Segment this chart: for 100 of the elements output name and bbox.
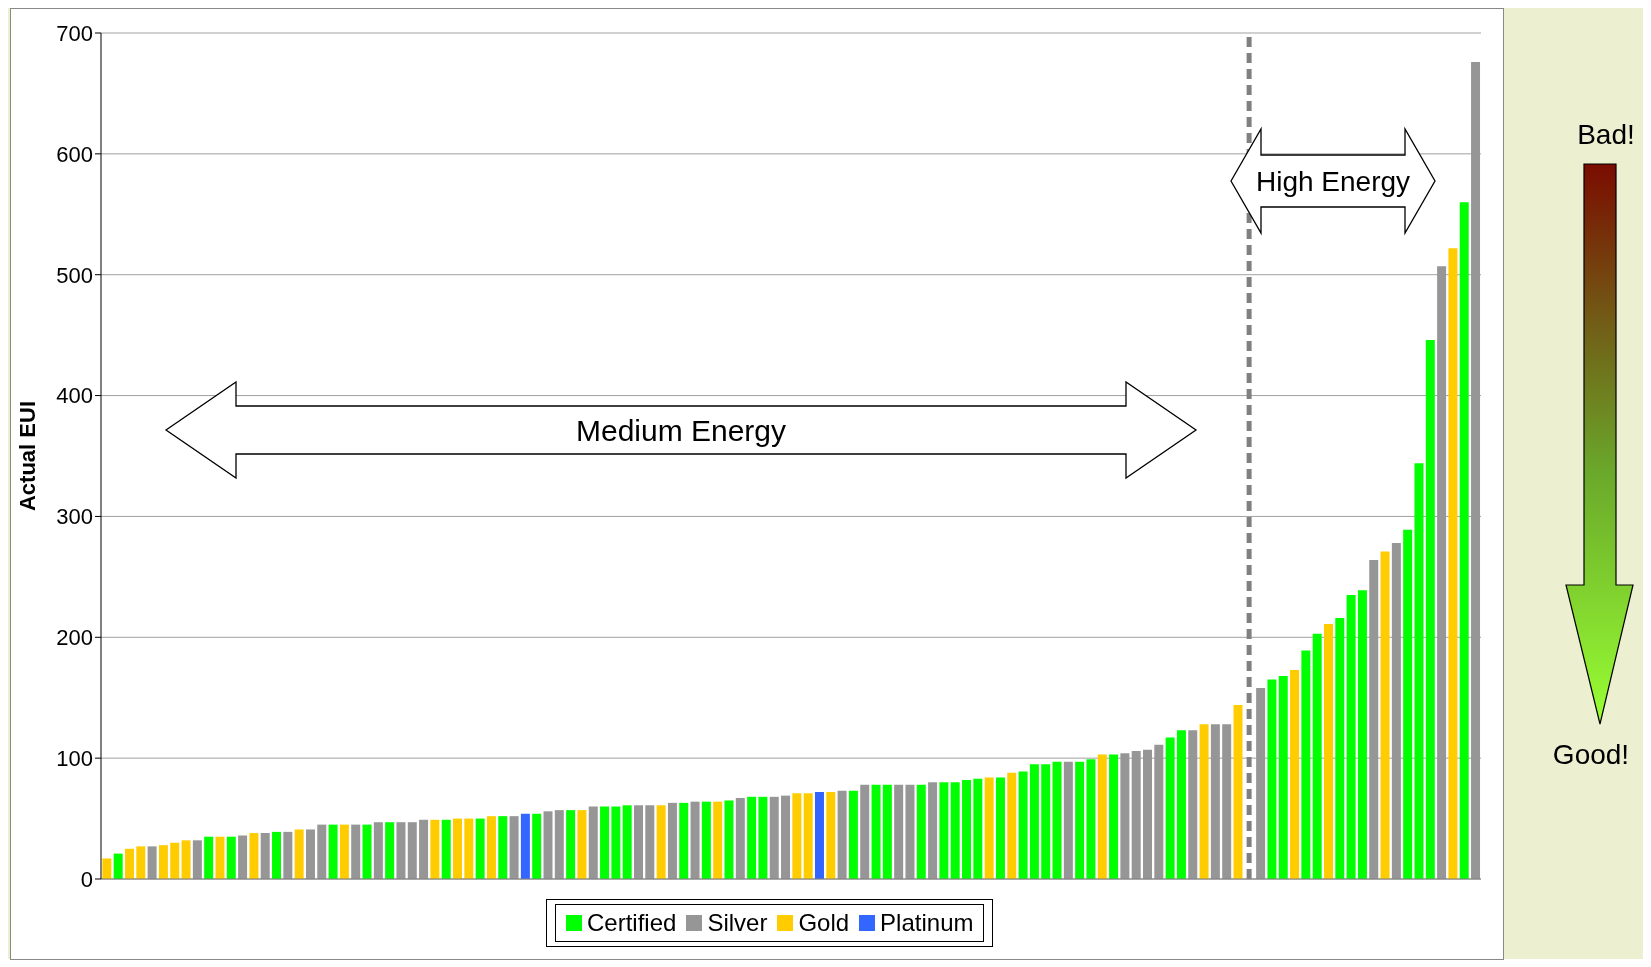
bar <box>305 829 315 879</box>
bar <box>984 777 994 879</box>
y-tick-label: 400 <box>56 383 93 409</box>
bar <box>928 782 938 879</box>
bar <box>747 796 757 879</box>
y-tick-label: 200 <box>56 625 93 651</box>
bar <box>1018 771 1028 879</box>
bar <box>848 790 858 879</box>
annotation: High Energy <box>1255 166 1411 197</box>
y-axis-title: Actual EUI <box>14 400 40 512</box>
bar <box>1041 764 1051 879</box>
bar <box>758 796 768 879</box>
bar <box>498 816 508 879</box>
bar <box>475 818 485 879</box>
bar <box>1063 761 1073 879</box>
bar <box>215 836 225 879</box>
bar <box>396 822 406 879</box>
bar <box>419 819 429 879</box>
bar <box>453 818 463 879</box>
legend-label: Platinum <box>880 909 974 937</box>
bar <box>973 778 983 879</box>
bar <box>962 779 972 879</box>
bar <box>283 831 293 879</box>
bar <box>1086 759 1096 879</box>
bar <box>1324 623 1333 879</box>
bar <box>136 846 146 879</box>
bar <box>1052 761 1062 879</box>
bar <box>1403 529 1413 879</box>
bar <box>351 824 361 879</box>
bar <box>147 846 157 879</box>
bar <box>950 782 960 879</box>
legend-label: Certified <box>587 909 677 937</box>
bar <box>1176 730 1186 879</box>
bar <box>385 822 395 879</box>
bar <box>362 824 372 879</box>
bar <box>1290 669 1300 879</box>
bar <box>170 842 180 879</box>
bar <box>520 813 530 879</box>
y-tick-label: 700 <box>56 20 93 46</box>
bar <box>645 805 655 879</box>
legend-label: Gold <box>798 909 850 937</box>
bar <box>667 802 677 879</box>
legend-label: Silver <box>707 909 768 937</box>
y-tick-label: 100 <box>56 745 93 771</box>
bar <box>713 801 723 879</box>
bar <box>102 858 112 879</box>
bar <box>509 816 519 879</box>
bar <box>1165 737 1175 879</box>
y-tick-label: 500 <box>56 262 93 288</box>
y-tick-label: 0 <box>80 866 93 892</box>
bar <box>430 819 440 879</box>
bar <box>543 811 553 879</box>
bar <box>724 800 734 879</box>
y-tick-label: 600 <box>56 141 93 167</box>
bar <box>882 784 892 879</box>
bar <box>781 795 791 879</box>
bar <box>588 806 598 879</box>
bar <box>826 791 836 879</box>
bar <box>486 816 496 879</box>
bar <box>577 810 587 879</box>
bar <box>1278 675 1288 879</box>
bar <box>1448 248 1458 879</box>
bar <box>272 831 282 879</box>
bar <box>1233 704 1243 879</box>
bar <box>181 840 191 879</box>
bar <box>373 822 383 879</box>
bar <box>1312 633 1322 879</box>
bar <box>1029 764 1039 879</box>
bar <box>124 848 134 879</box>
text: Good! <box>1552 739 1630 770</box>
bar <box>1007 772 1017 879</box>
y-tick-label: 300 <box>56 504 93 530</box>
bar <box>792 793 802 879</box>
bar <box>916 784 926 879</box>
bar <box>939 782 949 879</box>
bar <box>532 813 542 879</box>
annotation: Medium Energy <box>575 414 787 447</box>
bar <box>192 840 202 879</box>
bar <box>679 802 689 879</box>
bar <box>407 822 417 879</box>
bar <box>1357 590 1367 879</box>
bar <box>622 805 632 879</box>
bar <box>905 784 915 879</box>
bar <box>1425 339 1435 879</box>
bar <box>837 790 847 879</box>
bar <box>860 784 870 879</box>
bar <box>1097 754 1107 879</box>
bar <box>566 810 576 879</box>
bar <box>735 798 745 879</box>
bar <box>701 801 711 879</box>
bar <box>204 836 214 879</box>
bar <box>1199 724 1209 879</box>
bar <box>814 791 824 879</box>
bar <box>995 777 1005 879</box>
bar <box>158 845 168 879</box>
bar <box>1267 679 1277 879</box>
bar <box>1109 754 1119 879</box>
bar <box>317 824 327 879</box>
bar <box>554 810 564 879</box>
bar <box>260 833 270 879</box>
